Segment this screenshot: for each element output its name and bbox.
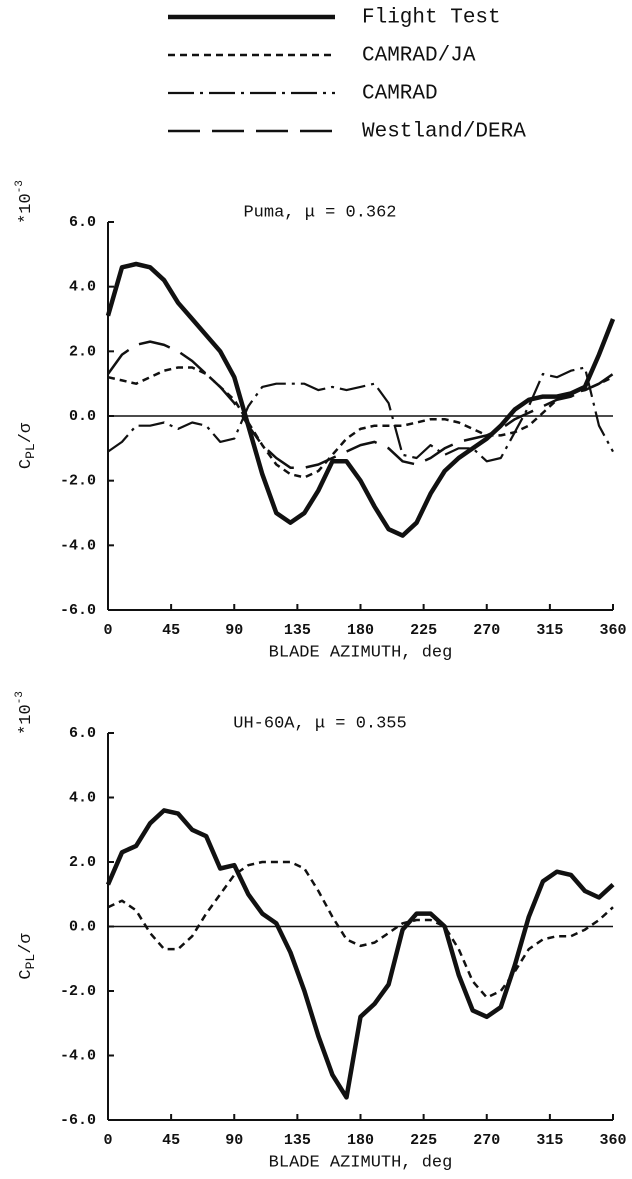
legend-label: Westland/DERA bbox=[362, 121, 526, 144]
y-tick-label: 4.0 bbox=[69, 789, 96, 806]
y-multiplier: *10-3 bbox=[14, 180, 37, 224]
x-tick-label: 270 bbox=[473, 1132, 500, 1149]
y-tick-label: -2.0 bbox=[60, 983, 96, 1000]
chart-title: Puma, μ = 0.362 bbox=[243, 203, 396, 222]
y-tick-label: 0.0 bbox=[69, 408, 96, 425]
y-tick-label: 6.0 bbox=[69, 725, 96, 742]
legend-label: CAMRAD/JA bbox=[362, 45, 476, 68]
x-tick-label: 225 bbox=[410, 1132, 437, 1149]
series-line bbox=[107, 366, 614, 479]
y-axis-label: CPL/σ bbox=[17, 933, 38, 980]
y-tick-label: 2.0 bbox=[69, 854, 96, 871]
x-axis-label: BLADE AZIMUTH, deg bbox=[269, 1153, 453, 1172]
series-line bbox=[106, 340, 614, 469]
x-tick-label: 0 bbox=[103, 622, 112, 639]
x-tick-label: 360 bbox=[599, 1132, 626, 1149]
series-line bbox=[105, 808, 615, 1100]
y-axis-label: CPL/σ bbox=[17, 422, 38, 469]
series-line bbox=[107, 366, 614, 463]
y-tick-label: 2.0 bbox=[69, 343, 96, 360]
y-label-sub: PL bbox=[23, 954, 38, 970]
x-tick-label: 90 bbox=[225, 1132, 243, 1149]
y-label-sub: PL bbox=[23, 443, 38, 459]
legend-label: CAMRAD bbox=[362, 83, 438, 106]
y-tick-label: 4.0 bbox=[69, 279, 96, 296]
series-line bbox=[107, 860, 614, 999]
x-axis-label: BLADE AZIMUTH, deg bbox=[269, 643, 453, 662]
x-tick-label: 180 bbox=[347, 622, 374, 639]
y-multiplier: *10-3 bbox=[14, 691, 37, 735]
x-tick-label: 180 bbox=[347, 1132, 374, 1149]
x-tick-label: 315 bbox=[536, 1132, 563, 1149]
y-tick-label: -2.0 bbox=[60, 473, 96, 490]
y-multiplier-exp: -3 bbox=[14, 691, 26, 704]
x-tick-label: 90 bbox=[225, 622, 243, 639]
y-label-main: C bbox=[17, 969, 36, 979]
y-tick-label: -4.0 bbox=[60, 537, 96, 554]
chart-title: UH-60A, μ = 0.355 bbox=[233, 714, 406, 733]
y-tick-label: -6.0 bbox=[60, 602, 96, 619]
y-label-main: C bbox=[17, 459, 36, 469]
x-tick-label: 360 bbox=[599, 622, 626, 639]
y-tick-label: 6.0 bbox=[69, 214, 96, 231]
x-tick-label: 270 bbox=[473, 622, 500, 639]
x-tick-label: 135 bbox=[284, 1132, 311, 1149]
y-label-tail: /σ bbox=[17, 933, 36, 954]
series-line bbox=[105, 261, 616, 538]
legend-label: Flight Test bbox=[362, 7, 501, 30]
x-tick-label: 45 bbox=[162, 622, 180, 639]
x-tick-label: 45 bbox=[162, 1132, 180, 1149]
y-multiplier-base: *10 bbox=[17, 704, 36, 735]
y-multiplier-base: *10 bbox=[17, 193, 36, 224]
y-tick-label: 0.0 bbox=[69, 918, 96, 935]
x-tick-label: 135 bbox=[284, 622, 311, 639]
y-tick-label: -4.0 bbox=[60, 1047, 96, 1064]
x-tick-label: 315 bbox=[536, 622, 563, 639]
x-tick-label: 0 bbox=[103, 1132, 112, 1149]
y-multiplier-exp: -3 bbox=[14, 180, 26, 193]
x-tick-label: 225 bbox=[410, 622, 437, 639]
y-label-tail: /σ bbox=[17, 422, 36, 443]
y-tick-label: -6.0 bbox=[60, 1112, 96, 1129]
